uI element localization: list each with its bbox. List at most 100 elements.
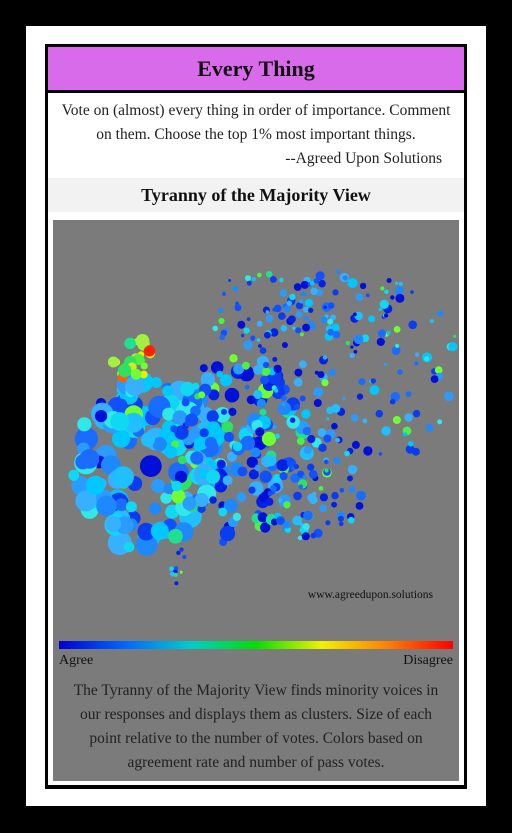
cluster-point (135, 533, 158, 556)
cluster-point (192, 382, 200, 390)
cluster-point (208, 389, 220, 401)
cluster-point (295, 311, 303, 318)
cluster-point (302, 523, 310, 531)
cluster-point (386, 330, 391, 335)
cluster-point (118, 363, 132, 378)
cluster-panel: www.agreedupon.solutions Agree Disagree … (53, 220, 459, 781)
cluster-point (237, 466, 248, 477)
cluster-point (270, 328, 279, 337)
cluster-point (290, 417, 296, 423)
cluster-point (265, 497, 274, 506)
cluster-point (173, 572, 178, 577)
cluster-point (299, 332, 304, 337)
cluster-point (217, 307, 224, 313)
cluster-point (283, 501, 291, 509)
cluster-point (174, 581, 179, 586)
cluster-point (171, 440, 179, 449)
cluster-point (257, 512, 268, 523)
cluster-point (351, 440, 360, 449)
scale-left-label: Agree (59, 653, 94, 668)
cluster-point (261, 431, 277, 446)
cluster-point (362, 418, 368, 424)
view-description: The Tyranny of the Majority View finds m… (73, 682, 439, 771)
cluster-point (293, 283, 302, 291)
cluster-point (312, 491, 317, 496)
cluster-point (246, 280, 252, 286)
cluster-point (130, 368, 142, 380)
cluster-point (260, 522, 271, 533)
cluster-point (394, 281, 399, 285)
cluster-point (228, 407, 237, 416)
cluster-point (453, 334, 457, 338)
cluster-point (353, 334, 364, 345)
cluster-point (279, 277, 284, 283)
cluster-point (325, 520, 331, 526)
cluster-point (140, 362, 148, 370)
cluster-point (234, 304, 242, 312)
cluster-point (123, 412, 144, 433)
cluster-point (286, 459, 296, 468)
cluster-point (261, 367, 271, 377)
cluster-point (349, 352, 355, 359)
cluster-point (174, 470, 188, 484)
cluster-point (174, 425, 189, 440)
cluster-point (174, 566, 179, 571)
cluster-point (368, 315, 376, 323)
cluster-point (151, 479, 165, 493)
cluster-point (221, 408, 227, 415)
agreement-color-scale (59, 641, 453, 649)
cluster-point (77, 417, 92, 432)
cluster-point (414, 361, 419, 366)
cluster-point (323, 305, 327, 309)
cluster-point (308, 322, 316, 330)
cluster-point (384, 289, 389, 294)
cluster-point (75, 490, 97, 512)
cluster-point (219, 374, 233, 387)
cluster-plot[interactable] (53, 220, 459, 635)
cluster-point (137, 522, 156, 541)
intro-text: Vote on (almost) every thing in order of… (61, 102, 451, 143)
cluster-point (299, 360, 307, 369)
cluster-point (395, 286, 404, 295)
cluster-point (333, 457, 341, 465)
cluster-point (407, 441, 414, 447)
cluster-point (115, 398, 128, 411)
cluster-point (359, 282, 367, 290)
cluster-point (199, 428, 209, 438)
cluster-point (228, 279, 232, 282)
cluster-point (318, 443, 327, 452)
cluster-point (331, 323, 340, 332)
cluster-point (356, 490, 366, 501)
cluster-point (302, 426, 312, 436)
watermark-url: www.agreedupon.solutions (307, 589, 433, 601)
cluster-point (448, 342, 458, 352)
cluster-point (200, 372, 215, 387)
cluster-point (309, 281, 315, 286)
cluster-point (218, 317, 225, 325)
cluster-point (199, 364, 208, 373)
cluster-point (303, 510, 313, 521)
cluster-point (294, 403, 301, 410)
cluster-point (263, 361, 270, 369)
cluster-point (301, 409, 311, 419)
cluster-point (347, 278, 358, 289)
cluster-point (408, 320, 418, 330)
cluster-point (331, 422, 338, 430)
cluster-point (355, 293, 364, 301)
cluster-point (328, 368, 336, 377)
cluster-point (244, 384, 250, 390)
cluster-point (355, 502, 364, 510)
cluster-point (176, 550, 181, 556)
cluster-point (403, 432, 408, 437)
cluster-point (299, 395, 306, 402)
cluster-point (326, 417, 330, 421)
cluster-point (169, 566, 174, 572)
cluster-point (376, 337, 385, 346)
cluster-point (182, 496, 197, 511)
cluster-point (125, 376, 145, 396)
cluster-point (302, 475, 307, 480)
cluster-point (281, 395, 287, 402)
cluster-point (381, 426, 391, 436)
cluster-point (339, 488, 345, 493)
cluster-point (216, 370, 223, 378)
